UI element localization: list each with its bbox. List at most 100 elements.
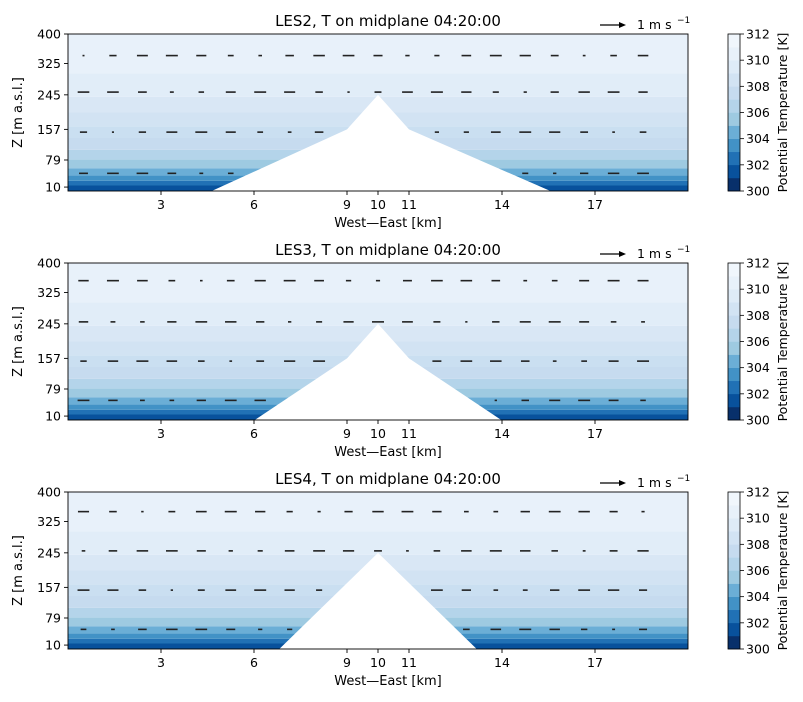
- mountain-terrain: [278, 552, 478, 650]
- mountain-terrain: [254, 323, 502, 421]
- y-tick-label: 10: [45, 638, 61, 653]
- colorbar-tick-label: 306: [746, 105, 770, 120]
- colorbar-segment: [728, 73, 740, 87]
- x-tick-label: 6: [250, 655, 258, 670]
- colorbar-segment: [728, 380, 740, 395]
- y-tick-label: 10: [45, 409, 61, 424]
- panel-2: LES3, T on midplane 04:20:00 10 79 157 245 32…: [11, 241, 790, 460]
- x-tick-label: 10: [370, 655, 386, 670]
- colorbar-tick-label: 310: [746, 282, 770, 297]
- colorbar: 300 302 304 306 308 310 312 Potential Temperatu…: [727, 27, 790, 199]
- colorbar-segment: [728, 531, 740, 545]
- quiver-key-exponent: −1: [677, 474, 690, 484]
- y-tick-label: 400: [37, 27, 61, 42]
- colorbar-segment: [728, 302, 740, 316]
- colorbar-segment: [728, 406, 740, 421]
- colorbar-tick-label: 312: [746, 485, 770, 500]
- x-tick-label: 9: [343, 655, 351, 670]
- colorbar-label: Potential Temperature [K]: [775, 33, 790, 193]
- colorbar-tick-label: 310: [746, 511, 770, 526]
- colorbar-segment: [728, 151, 740, 166]
- y-tick-label: 400: [37, 485, 61, 500]
- y-tick-label: 325: [37, 285, 61, 300]
- panel-1: LES2, T on midplane 04:20:00 10 79 157 245 32…: [11, 12, 790, 231]
- colorbar-segment: [728, 393, 740, 408]
- x-tick-label: 17: [587, 197, 603, 212]
- colorbar-segment: [728, 492, 740, 506]
- y-tick-label: 79: [45, 152, 61, 167]
- colorbar-label: Potential Temperature [K]: [775, 262, 790, 422]
- x-axis-label: West—East [km]: [334, 216, 441, 231]
- y-tick-label: 79: [45, 610, 61, 625]
- x-tick-label: 9: [343, 197, 351, 212]
- colorbar: 300 302 304 306 308 310 312 Potential Temperatu…: [727, 485, 790, 657]
- colorbar-segment: [728, 289, 740, 303]
- y-axis-label: Z [m a.s.l.]: [11, 77, 26, 148]
- colorbar-segment: [728, 609, 740, 624]
- colorbar-segment: [728, 622, 740, 637]
- colorbar-tick-label: 308: [746, 79, 770, 94]
- contour-band: [68, 302, 688, 326]
- contour-band: [68, 531, 688, 555]
- colorbar-segment: [728, 138, 740, 153]
- x-tick-label: 3: [157, 655, 165, 670]
- wind-vectors: [77, 54, 649, 175]
- colorbar-segment: [728, 34, 740, 48]
- x-tick-label: 14: [494, 426, 510, 441]
- colorbar-tick-label: 308: [746, 308, 770, 323]
- x-tick-label: 17: [587, 655, 603, 670]
- mountain-terrain: [210, 94, 552, 192]
- chart-title: LES2, T on midplane 04:20:00: [275, 12, 501, 30]
- colorbar-segment: [728, 86, 740, 100]
- x-tick-label: 14: [494, 197, 510, 212]
- colorbar-segment: [728, 505, 740, 519]
- colorbar-tick-label: 304: [746, 589, 770, 604]
- y-tick-label: 157: [37, 580, 61, 595]
- colorbar-segment: [728, 354, 740, 368]
- colorbar-segment: [728, 341, 740, 355]
- colorbar-tick-label: 304: [746, 131, 770, 146]
- colorbar-tick-label: 300: [746, 642, 770, 657]
- x-tick-label: 9: [343, 426, 351, 441]
- y-tick-label: 245: [37, 545, 61, 560]
- colorbar-tick-label: 306: [746, 563, 770, 578]
- x-tick-label: 3: [157, 197, 165, 212]
- quiver-key-label: 1 m s: [637, 17, 672, 32]
- x-tick-label: 6: [250, 197, 258, 212]
- colorbar-tick-label: 302: [746, 615, 770, 630]
- colorbar-segment: [728, 635, 740, 650]
- colorbar-tick-label: 304: [746, 360, 770, 375]
- contour-band: [68, 34, 688, 74]
- colorbar-segment: [728, 544, 740, 558]
- y-tick-label: 157: [37, 351, 61, 366]
- x-tick-label: 6: [250, 426, 258, 441]
- colorbar-segment: [728, 164, 740, 179]
- colorbar-tick-label: 312: [746, 256, 770, 271]
- y-axis-label: Z [m a.s.l.]: [11, 306, 26, 377]
- y-tick-label: 157: [37, 122, 61, 137]
- y-tick-label: 245: [37, 316, 61, 331]
- quiver-key-label: 1 m s: [637, 246, 672, 261]
- colorbar-segment: [728, 125, 740, 139]
- colorbar-label: Potential Temperature [K]: [775, 491, 790, 651]
- contour-band: [68, 73, 688, 97]
- quiver-key: 1 m s −1: [600, 16, 690, 32]
- y-tick-label: 10: [45, 180, 61, 195]
- colorbar-tick-label: 312: [746, 27, 770, 42]
- y-tick-label: 400: [37, 256, 61, 271]
- chart-title: LES4, T on midplane 04:20:00: [275, 470, 501, 488]
- x-tick-label: 17: [587, 426, 603, 441]
- quiver-key-arrowhead: [619, 22, 626, 28]
- colorbar-segment: [728, 60, 740, 74]
- colorbar-segment: [728, 315, 740, 329]
- colorbar-segment: [728, 177, 740, 192]
- x-tick-label: 11: [401, 426, 417, 441]
- y-tick-label: 79: [45, 381, 61, 396]
- colorbar-segment: [728, 328, 740, 342]
- x-axis-label: West—East [km]: [334, 445, 441, 460]
- panel-3: LES4, T on midplane 04:20:00 10 79 157 245 32…: [11, 470, 790, 689]
- colorbar-segment: [728, 570, 740, 584]
- colorbar-segment: [728, 99, 740, 113]
- colorbar-segment: [728, 263, 740, 277]
